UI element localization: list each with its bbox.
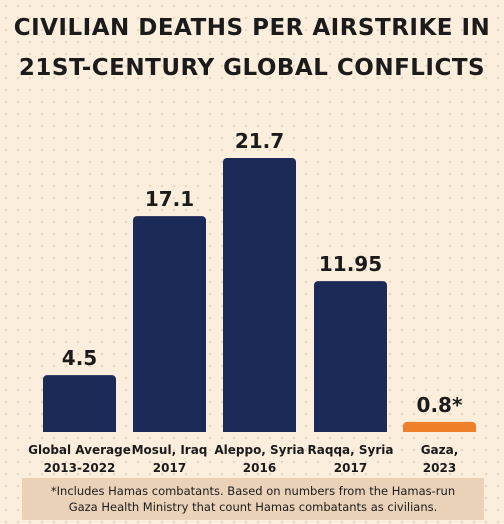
category-label-0-line-2: 2013-2022 bbox=[44, 461, 116, 475]
category-label-0-line-1: Global Average bbox=[28, 443, 131, 457]
chart-title-line-1: CIVILIAN DEATHS PER AIRSTRIKE IN bbox=[13, 15, 491, 41]
value-label-1: 17.1 bbox=[145, 187, 194, 211]
baseline-cover bbox=[0, 432, 504, 436]
value-label-2: 21.7 bbox=[235, 129, 284, 153]
value-label-0: 4.5 bbox=[62, 346, 97, 370]
category-label-3-line-1: Raqqa, Syria bbox=[308, 443, 394, 457]
category-label-1-line-1: Mosul, Iraq bbox=[132, 443, 208, 457]
category-label-4-line-1: Gaza, bbox=[421, 443, 459, 457]
value-label-3: 11.95 bbox=[319, 252, 382, 276]
chart-title: CIVILIAN DEATHS PER AIRSTRIKE IN 21ST-CE… bbox=[0, 8, 504, 88]
bar-0 bbox=[43, 375, 116, 436]
bar-2 bbox=[223, 158, 296, 436]
chart-title-line-2: 21ST-CENTURY GLOBAL CONFLICTS bbox=[18, 55, 486, 81]
footnote-line-2: Gaza Health Ministry that count Hamas co… bbox=[68, 500, 438, 514]
bar-3 bbox=[314, 281, 387, 436]
category-label-3-line-2: 2017 bbox=[334, 461, 367, 475]
footnote-line-1: *Includes Hamas combatants. Based on num… bbox=[50, 484, 456, 498]
bar-1 bbox=[133, 216, 206, 436]
category-label-2-line-1: Aleppo, Syria bbox=[214, 443, 304, 457]
category-label-2-line-2: 2016 bbox=[243, 461, 276, 475]
value-label-4: 0.8* bbox=[417, 393, 463, 417]
category-label-4-line-2: 2023 bbox=[423, 461, 456, 475]
footnote: *Includes Hamas combatants. Based on num… bbox=[22, 478, 484, 520]
category-label-1-line-2: 2017 bbox=[153, 461, 186, 475]
